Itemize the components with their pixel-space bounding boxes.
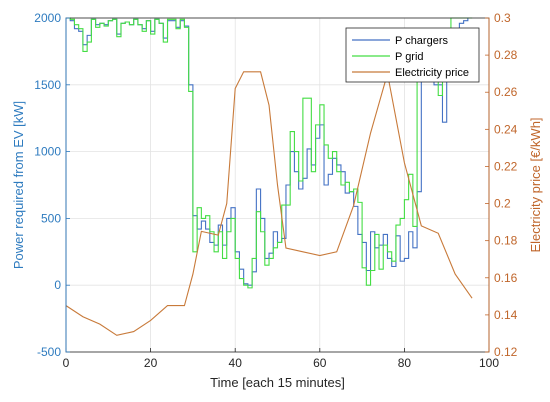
y-left-tick-label: 0 — [54, 278, 61, 292]
y-right-tick-label: 0.3 — [494, 11, 511, 25]
y-left-tick-label: 1500 — [34, 78, 61, 92]
x-axis-label: Time [each 15 minutes] — [210, 375, 345, 390]
y-right-tick-label: 0.28 — [494, 48, 518, 62]
y-right-tick-label: 0.24 — [494, 122, 518, 136]
series-line-electricity-price — [65, 71, 473, 336]
y-right-tick-label: 0.16 — [494, 271, 518, 285]
legend: P chargers P grid Electricity price — [345, 27, 480, 83]
y-right-tick-label: 0.26 — [494, 85, 518, 99]
legend-box — [345, 27, 480, 83]
x-axis: 0 20 40 60 80 100 — [63, 348, 499, 370]
x-tick-label: 60 — [313, 356, 327, 370]
y-left-tick-label: 500 — [41, 211, 61, 225]
legend-label-p-grid: P grid — [395, 51, 424, 63]
legend-label-electricity-price: Electricity price — [395, 67, 469, 79]
y-axis-left-label: Power required from EV [kW] — [11, 101, 26, 269]
legend-label-p-chargers: P chargers — [395, 35, 448, 47]
x-tick-label: 0 — [63, 356, 70, 370]
y-right-tick-label: 0.2 — [494, 197, 511, 211]
x-tick-label: 40 — [229, 356, 243, 370]
y-left-tick-label: -500 — [37, 345, 61, 359]
series-layer — [65, 17, 473, 336]
y-right-tick-label: 0.14 — [494, 308, 518, 322]
y-left-tick-label: 2000 — [34, 11, 61, 25]
series-line-p-grid — [66, 17, 473, 289]
x-tick-label: 80 — [398, 356, 412, 370]
y-axis-right-label: Electricity price [€/kWh] — [528, 117, 543, 252]
y-right-tick-label: 0.18 — [494, 234, 518, 248]
y-axis-right: 0.12 0.14 0.16 0.18 0.2 0.22 0.24 0.26 0.28 0.3 — [485, 11, 518, 359]
x-tick-label: 20 — [144, 356, 158, 370]
x-tick-label: 100 — [479, 356, 499, 370]
y-right-tick-label: 0.12 — [494, 345, 518, 359]
y-left-tick-label: 1000 — [34, 145, 61, 159]
y-right-tick-label: 0.22 — [494, 159, 518, 173]
y-axis-left: -500 0 500 1000 1500 2000 — [34, 11, 70, 359]
